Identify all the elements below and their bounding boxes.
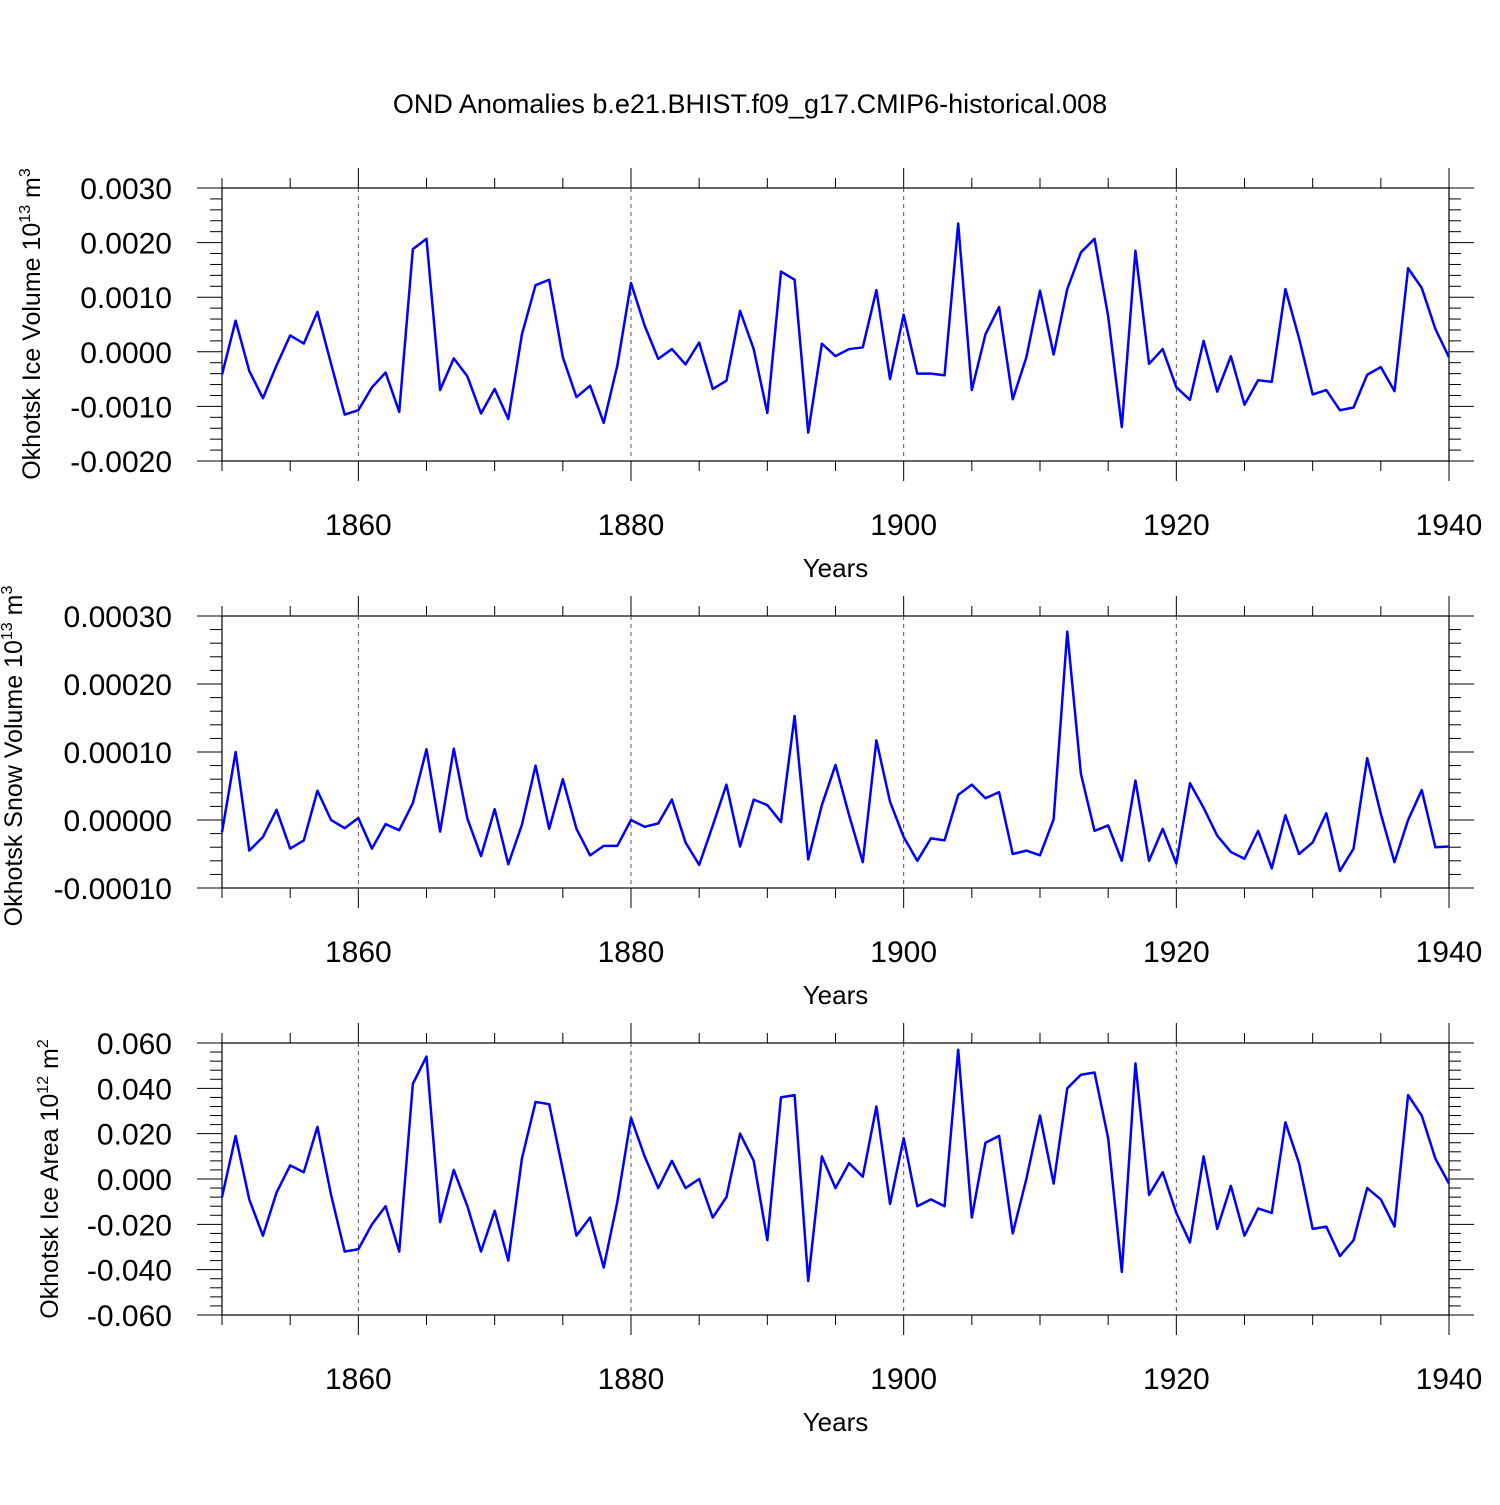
x-tick-label: 1900	[870, 936, 937, 969]
y-tick-label: 0.0000	[80, 337, 172, 370]
y-axis-label: Okhotsk Snow Volume 1013 m3	[0, 586, 28, 927]
panels: 1860 1880 1900 1920 1940-0.0020-0.00100.0000…	[0, 168, 1482, 1437]
y-axis-label-text: Okhotsk Snow Volume 10	[0, 640, 28, 926]
y-axis-label: Okhotsk Ice Volume 1013 m3	[17, 168, 46, 480]
y-axis-label-unit: m	[36, 1048, 64, 1076]
y-axis-label-exponent: 13	[0, 622, 16, 640]
y-axis-label-unit-exponent: 3	[0, 586, 16, 595]
y-tick-label: 0.00020	[64, 669, 172, 702]
series-line-1	[220, 222, 1451, 434]
x-tick-label: 1900	[870, 1363, 937, 1396]
x-tick-label: 1880	[598, 936, 665, 969]
y-axis-label-exponent: 13	[17, 205, 34, 223]
y-tick-label: -0.0020	[70, 446, 172, 479]
chart-panel-1: 1860 1880 1900 1920 1940 -0.0020 -0.0010 0.0000…	[17, 168, 1482, 583]
y-axis-label-text: Okhotsk Ice Area 10	[36, 1094, 64, 1319]
figure-title: OND Anomalies b.e21.BHIST.f09_g17.CMIP6-…	[393, 89, 1107, 119]
chart-panel-3: 1860 1880 1900 1920 1940 -0.060 -0.040 -0.020 0.…	[35, 1023, 1482, 1437]
y-axis-label-unit: m	[18, 177, 46, 205]
x-tick-label: 1940	[1416, 1363, 1483, 1396]
y-tick-label: -0.020	[87, 1209, 172, 1242]
x-tick-label: 1940	[1416, 509, 1483, 542]
y-axis-label-unit-exponent: 3	[17, 168, 34, 177]
x-tick-label: 1900	[870, 509, 937, 542]
x-tick-label: 1860	[325, 509, 392, 542]
y-axis-label: Okhotsk Ice Area 1012 m2	[35, 1039, 64, 1319]
y-tick-label: -0.040	[87, 1255, 172, 1288]
y-axis-label-unit-exponent: 2	[35, 1039, 52, 1048]
x-tick-label: 1920	[1143, 1363, 1210, 1396]
y-tick-label: 0.040	[97, 1073, 172, 1106]
y-axis-label-exponent: 12	[35, 1076, 52, 1094]
y-tick-label: -0.060	[87, 1300, 172, 1333]
x-axis-label: Years	[803, 1407, 869, 1437]
x-tick-label: 1920	[1143, 509, 1210, 542]
y-tick-label: 0.00030	[64, 601, 172, 634]
x-axis-label: Years	[803, 980, 869, 1010]
y-axis-label-text: Okhotsk Ice Volume 10	[18, 223, 46, 480]
y-tick-label: 0.00010	[64, 737, 172, 770]
y-tick-label: 0.0010	[80, 282, 172, 315]
y-tick-label: 0.060	[97, 1028, 172, 1061]
y-tick-label: 0.020	[97, 1119, 172, 1152]
y-tick-label: 0.000	[97, 1164, 172, 1197]
x-tick-label: 1880	[598, 509, 665, 542]
series-line-1	[220, 1048, 1451, 1283]
x-tick-label: 1880	[598, 1363, 665, 1396]
x-axis-label: Years	[803, 553, 869, 583]
y-axis-label-unit: m	[0, 595, 28, 623]
y-tick-label: -0.0010	[70, 391, 172, 424]
series-line-1	[220, 630, 1450, 873]
y-tick-label: 0.00000	[64, 805, 172, 838]
x-tick-label: 1920	[1143, 936, 1210, 969]
y-tick-label: -0.00010	[54, 873, 172, 906]
x-tick-label: 1860	[325, 936, 392, 969]
chart-panel-2: 1860 1880 1900 1920 1940 -0.00010 0.00000 0.000…	[0, 586, 1482, 1010]
y-tick-label: 0.0030	[80, 173, 172, 206]
x-tick-label: 1860	[325, 1363, 392, 1396]
y-tick-label: 0.0020	[80, 228, 172, 261]
x-tick-label: 1940	[1416, 936, 1483, 969]
